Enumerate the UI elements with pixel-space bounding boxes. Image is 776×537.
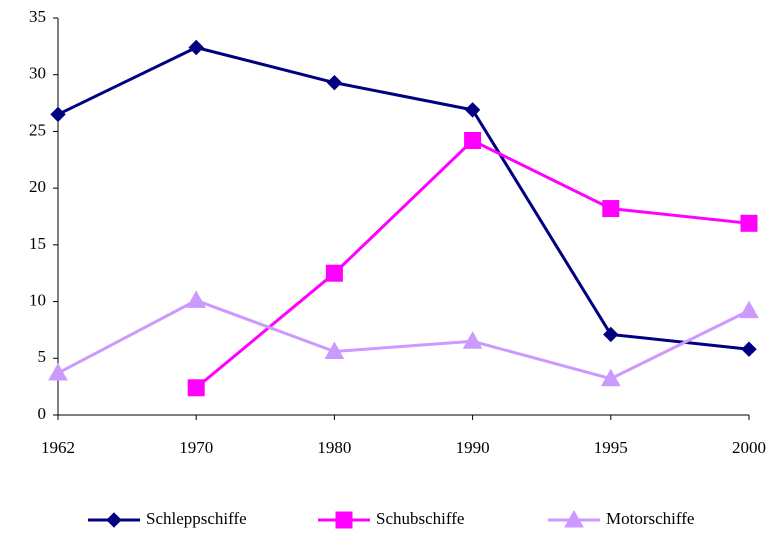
x-tick-label: 1980 [317,438,351,457]
x-tick-label: 1990 [456,438,490,457]
marker [325,264,343,282]
marker [739,300,759,319]
marker [326,74,343,91]
marker [464,132,482,150]
marker [740,214,758,232]
marker [741,341,757,357]
marker [186,290,207,308]
y-tick-label: 10 [29,290,46,309]
series-line [57,45,750,351]
x-tick-label: 2000 [732,438,766,457]
y-tick-label: 25 [29,120,46,139]
legend-label: Schubschiffe [376,509,464,528]
legend-marker [564,509,584,528]
marker [188,39,204,56]
y-tick-label: 15 [29,234,46,253]
marker [464,102,481,118]
marker [462,331,483,349]
marker [48,363,68,381]
y-tick-label: 35 [29,7,46,26]
marker [50,106,66,123]
y-tick-label: 30 [29,64,46,83]
legend-label: Schleppschiffe [146,509,247,528]
legend-label: Motorschiffe [606,509,694,528]
y-tick-label: 20 [29,177,46,196]
y-tick-label: 5 [38,347,47,366]
legend-marker [106,512,122,528]
x-tick-label: 1970 [179,438,213,457]
legend-marker [335,511,353,529]
x-tick-label: 1995 [594,438,628,457]
marker [600,368,621,387]
marker [602,200,620,218]
marker [324,341,345,359]
y-tick-label: 0 [38,404,47,423]
marker [603,326,619,343]
x-tick-label: 1962 [41,438,75,457]
marker [187,379,205,397]
series-line [57,298,750,381]
